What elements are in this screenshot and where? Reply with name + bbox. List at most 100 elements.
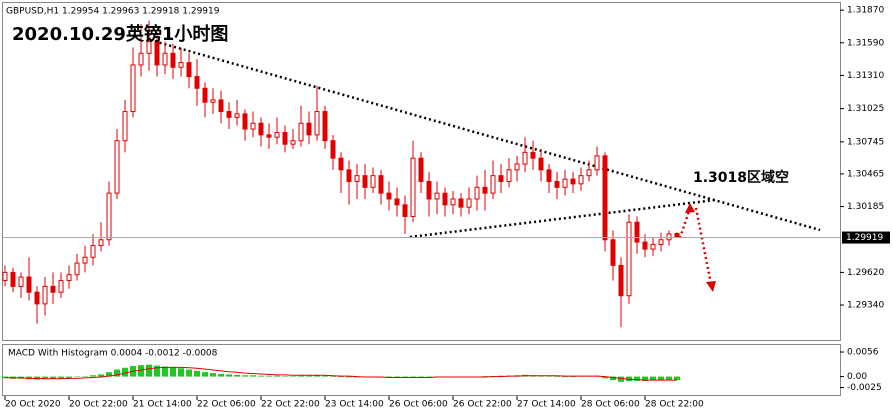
histogram-bar — [642, 376, 648, 381]
candle-body — [354, 175, 360, 182]
candle-body — [642, 241, 648, 250]
candle-body — [674, 232, 680, 239]
candle-body — [578, 175, 584, 185]
candle-body — [130, 64, 136, 113]
histogram-bar — [114, 369, 120, 377]
y-tick-label: 1.29340 — [847, 301, 884, 311]
y-tick-label: 1.31870 — [847, 6, 884, 16]
candle-body — [546, 169, 552, 182]
x-tick-label: 20 Oct 22:00 — [69, 400, 128, 410]
histogram-bar — [138, 365, 144, 377]
candle-body — [426, 180, 432, 200]
histogram-bar — [618, 376, 624, 382]
histogram-bar — [298, 375, 304, 377]
histogram-bar — [346, 376, 352, 378]
histogram-bar — [330, 376, 336, 378]
y-tick-label: -0.0025 — [847, 383, 882, 393]
candle-body — [474, 186, 480, 200]
histogram-bar — [314, 375, 320, 377]
candle-body — [18, 276, 24, 287]
candle-body — [202, 87, 208, 103]
histogram-bar — [290, 376, 296, 377]
candle-body — [362, 175, 368, 188]
candle-body — [306, 122, 312, 136]
histogram-bar — [650, 376, 656, 381]
candle-body — [82, 256, 88, 264]
candle-body — [458, 198, 464, 208]
candle-body — [74, 262, 80, 276]
candle-body — [258, 122, 264, 136]
candle-body — [162, 52, 168, 66]
candle-body — [218, 99, 224, 113]
y-tick-label: 1.30465 — [847, 169, 884, 179]
candle-body — [146, 41, 152, 54]
histogram-bar — [546, 376, 552, 377]
histogram-bar — [186, 369, 192, 377]
histogram-bar — [306, 375, 312, 377]
candle-body — [514, 163, 520, 171]
candle-body — [594, 155, 600, 171]
histogram-bar — [634, 376, 640, 381]
histogram-bar — [82, 376, 88, 377]
histogram-bar — [170, 367, 176, 377]
candle-body — [538, 157, 544, 171]
histogram-bar — [554, 376, 560, 378]
macd-panel — [2, 344, 841, 396]
candle-body — [530, 151, 536, 159]
candle-body — [26, 276, 32, 293]
candle-body — [386, 192, 392, 200]
candle-body — [338, 157, 344, 171]
candle-body — [522, 151, 528, 165]
y-tick-label: 1.29620 — [847, 268, 884, 278]
histogram-bar — [154, 365, 160, 377]
arrow-head — [685, 203, 695, 213]
histogram-bar — [194, 370, 200, 377]
candle-body — [250, 122, 256, 130]
x-tick-label: 26 Oct 06:00 — [389, 400, 448, 410]
candle-body — [394, 198, 400, 206]
histogram-bar — [218, 373, 224, 377]
histogram-bar — [50, 376, 56, 379]
candle-body — [106, 192, 112, 241]
candle-body — [274, 132, 280, 138]
histogram-bar — [106, 372, 112, 377]
candle-body — [186, 62, 192, 78]
candle-body — [282, 132, 288, 145]
y-tick-label: 1.30185 — [847, 202, 884, 212]
symbol-header: GBPUSD,H1 1.29954 1.29963 1.29918 1.2991… — [6, 7, 220, 17]
candle-body — [114, 140, 120, 194]
candle-body — [610, 239, 616, 266]
candle-body — [290, 140, 296, 145]
candle-body — [490, 175, 496, 194]
candle-body — [178, 62, 184, 68]
y-tick-label: 1.31025 — [847, 104, 884, 114]
last-price-box — [842, 231, 890, 244]
candle-body — [266, 134, 272, 138]
histogram-bar — [226, 374, 232, 377]
histogram-bar — [418, 376, 424, 378]
histogram-bar — [58, 376, 64, 379]
candle-body — [650, 243, 656, 250]
arrow-up — [678, 207, 692, 239]
candle-body — [138, 52, 144, 66]
candle-body — [42, 285, 48, 305]
candle-body — [442, 192, 448, 206]
histogram-bar — [274, 375, 280, 377]
histogram-bar — [258, 375, 264, 377]
histogram-bar — [266, 375, 272, 377]
histogram-bar — [338, 376, 344, 378]
histogram-bar — [570, 376, 576, 378]
candle-body — [330, 140, 336, 159]
histogram-bar — [482, 376, 488, 377]
candle-body — [66, 274, 72, 282]
histogram-bar — [602, 376, 608, 379]
plot-layer: 1.31870 1.31590 1.31310 1.31025 1.30745 1.304… — [2, 6, 890, 410]
histogram-bar — [250, 375, 256, 377]
candle-body — [242, 113, 248, 130]
candle-body — [98, 239, 104, 247]
y-tick-label: 1.31590 — [847, 38, 884, 48]
candle-body — [378, 175, 384, 194]
candle-body — [34, 291, 40, 305]
y-tick-label: 1.30745 — [847, 137, 884, 147]
